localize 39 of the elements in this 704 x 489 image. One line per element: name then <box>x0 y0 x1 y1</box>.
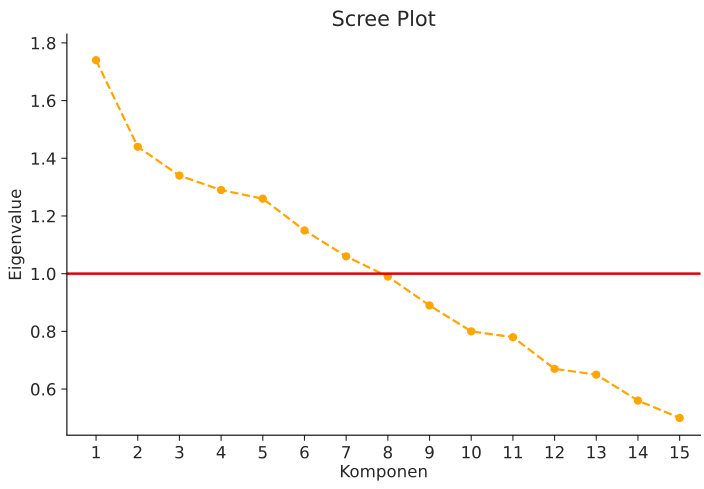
point <box>508 332 518 342</box>
x-tick-label: 14 <box>629 446 648 458</box>
point <box>675 414 684 422</box>
x-tick-label: 4 <box>216 446 226 458</box>
point <box>467 327 476 336</box>
point <box>592 370 600 379</box>
point <box>258 194 267 203</box>
point <box>300 226 309 235</box>
point <box>425 301 434 310</box>
x-tick-label: 2 <box>134 446 142 458</box>
x-axis-title: Komponen <box>340 465 427 481</box>
y-tick-label: 1.8 <box>32 36 56 50</box>
point <box>342 252 350 261</box>
point <box>550 364 559 374</box>
x-tick-label: 5 <box>258 446 267 459</box>
y-tick-label: 0.8 <box>31 325 56 338</box>
y-axis-title: Eigenvalue <box>8 190 24 280</box>
x-tick-label: 15 <box>670 446 689 459</box>
y-tick-label: 1.0 <box>32 268 56 280</box>
x-tick-label: 6 <box>300 446 309 459</box>
x-tick-label: 9 <box>425 446 434 459</box>
x-tick-label: 7 <box>342 446 350 458</box>
x-tick-label: 1 <box>92 446 100 458</box>
point <box>134 142 142 151</box>
x-tick-label: 11 <box>504 446 522 458</box>
y-tick-label: 0.6 <box>31 383 56 396</box>
chart-title: Scree Plot <box>332 10 436 26</box>
point <box>216 186 226 194</box>
point <box>175 171 184 180</box>
x-tick-label: 3 <box>175 446 184 459</box>
x-tick-label: 10 <box>462 446 481 459</box>
y-tick-label: 1.6 <box>32 94 56 108</box>
x-tick-label: 12 <box>546 446 564 458</box>
x-tick-label: 13 <box>587 446 606 459</box>
y-tick-label: 1.4 <box>32 152 56 165</box>
point <box>634 396 642 405</box>
x-tick-label: 8 <box>384 446 392 459</box>
y-tick-label: 1.2 <box>32 210 55 222</box>
point <box>92 56 100 64</box>
